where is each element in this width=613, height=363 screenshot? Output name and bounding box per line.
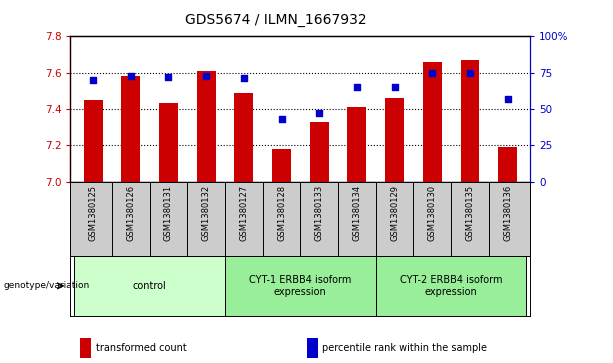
- Bar: [348, 107, 367, 182]
- Bar: [121, 76, 140, 182]
- Text: GSM1380127: GSM1380127: [239, 185, 248, 241]
- Bar: [197, 71, 216, 182]
- Text: CYT-1 ERBB4 isoform
expression: CYT-1 ERBB4 isoform expression: [249, 275, 352, 297]
- Text: GDS5674 / ILMN_1667932: GDS5674 / ILMN_1667932: [185, 13, 367, 27]
- Text: GSM1380136: GSM1380136: [503, 185, 512, 241]
- Bar: [272, 149, 291, 182]
- Text: GSM1380125: GSM1380125: [89, 185, 97, 241]
- Point: [503, 96, 512, 102]
- Bar: [225, 256, 376, 316]
- Point: [276, 116, 286, 122]
- Text: GSM1380126: GSM1380126: [126, 185, 135, 241]
- Point: [126, 73, 135, 78]
- Text: GSM1380129: GSM1380129: [390, 185, 399, 241]
- Bar: [385, 98, 404, 182]
- Bar: [376, 256, 527, 316]
- Point: [390, 84, 400, 90]
- Point: [201, 73, 211, 78]
- Bar: [460, 60, 479, 182]
- Text: GSM1380132: GSM1380132: [202, 185, 211, 241]
- Text: GSM1380131: GSM1380131: [164, 185, 173, 241]
- Point: [239, 76, 249, 81]
- Bar: [84, 100, 102, 182]
- Point: [164, 74, 173, 80]
- Bar: [310, 122, 329, 182]
- Point: [352, 84, 362, 90]
- Bar: [234, 93, 253, 182]
- Point: [427, 70, 437, 76]
- Text: percentile rank within the sample: percentile rank within the sample: [322, 343, 487, 352]
- Point: [465, 70, 475, 76]
- Text: genotype/variation: genotype/variation: [3, 281, 89, 290]
- Text: CYT-2 ERBB4 isoform
expression: CYT-2 ERBB4 isoform expression: [400, 275, 503, 297]
- Point: [88, 77, 98, 83]
- Text: GSM1380130: GSM1380130: [428, 185, 437, 241]
- Bar: [159, 103, 178, 182]
- Bar: [74, 256, 225, 316]
- Bar: [498, 147, 517, 182]
- Text: GSM1380135: GSM1380135: [465, 185, 474, 241]
- Text: control: control: [133, 281, 167, 291]
- Text: transformed count: transformed count: [96, 343, 186, 352]
- Text: GSM1380128: GSM1380128: [277, 185, 286, 241]
- Point: [314, 110, 324, 116]
- Bar: [423, 62, 442, 182]
- Text: GSM1380134: GSM1380134: [352, 185, 362, 241]
- Text: GSM1380133: GSM1380133: [314, 185, 324, 241]
